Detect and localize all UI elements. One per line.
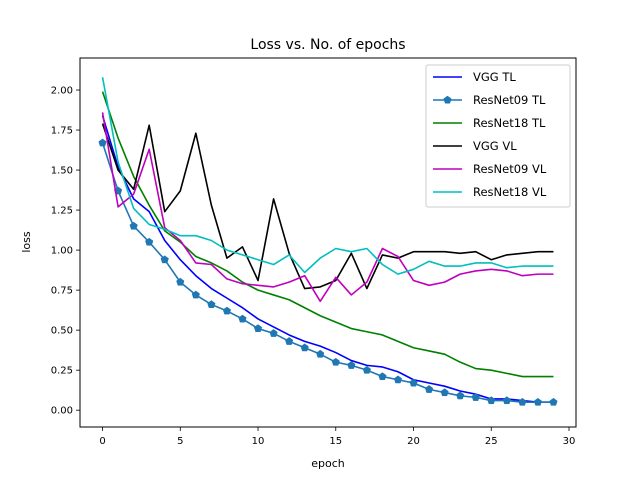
y-tick-label: 0.25: [51, 366, 73, 377]
legend: VGG TL ResNet09 TL ResNet18 TL VGG VL ResNet…: [425, 64, 571, 208]
y-tick-label: 2.00: [51, 86, 73, 97]
data-point-resnet09-tl: [487, 396, 496, 405]
y-tick-label: 0.00: [51, 406, 73, 417]
x-tick-label: 0: [99, 436, 105, 447]
series-group: [98, 77, 558, 406]
y-axis-title: loss: [20, 231, 33, 253]
y-tick-label: 0.50: [51, 326, 73, 337]
data-point-resnet09-tl: [160, 255, 169, 264]
x-axis-title: epoch: [311, 457, 345, 470]
legend-label-resnet09-tl: ResNet09 TL: [473, 93, 546, 107]
x-tick-label: 5: [177, 436, 183, 447]
series-line-resnet18-tl: [101, 91, 554, 378]
y-tick-label: 1.00: [51, 246, 73, 257]
y-tick-label: 0.75: [51, 286, 73, 297]
y-tick-label: 1.25: [51, 206, 73, 217]
legend-label-resnet09-vl: ResNet09 VL: [473, 162, 547, 176]
data-point-resnet09-tl: [440, 388, 449, 397]
data-point-resnet09-tl: [269, 329, 278, 337]
data-point-resnet09-tl: [285, 337, 294, 345]
data-point-resnet09-tl: [238, 314, 247, 323]
y-tick-label: 1.75: [51, 126, 73, 137]
data-point-resnet09-tl: [471, 393, 480, 401]
data-point-resnet09-tl: [176, 277, 185, 286]
series-line-resnet09-vl: [101, 112, 554, 303]
legend-label-resnet18-vl: ResNet18 VL: [473, 185, 547, 199]
data-point-resnet09-tl: [316, 349, 325, 358]
data-point-resnet09-tl: [393, 375, 403, 384]
plot-frame: [79, 57, 577, 428]
data-point-resnet09-tl: [129, 221, 138, 230]
data-point-resnet09-tl: [191, 290, 200, 299]
data-point-resnet09-tl: [424, 385, 434, 393]
x-tick-label: 10: [252, 436, 265, 447]
legend-label-vgg-vl: VGG VL: [473, 139, 517, 153]
x-tick-label: 20: [407, 436, 420, 447]
data-point-resnet09-tl: [533, 397, 543, 406]
data-point-resnet09-tl: [362, 365, 371, 374]
data-point-resnet09-tl: [456, 391, 465, 400]
x-tick-label: 15: [329, 436, 342, 447]
legend-label-resnet18-tl: ResNet18 TL: [473, 116, 546, 130]
data-point-resnet09-tl: [207, 300, 216, 309]
series-line-vgg-vl: [101, 123, 554, 290]
data-point-resnet09-tl: [331, 357, 340, 366]
data-point-resnet09-tl: [378, 372, 387, 381]
legend-marker-resnet09-tl: [443, 95, 452, 104]
data-point-resnet09-tl: [145, 237, 154, 246]
x-tick-label: 30: [563, 436, 576, 447]
data-point-resnet09-tl: [253, 324, 263, 333]
data-point-resnet09-tl: [409, 378, 418, 387]
data-point-resnet09-tl: [518, 397, 527, 406]
data-point-resnet09-tl: [502, 396, 511, 405]
legend-label-vgg-tl: VGG TL: [473, 70, 516, 84]
y-tick-label: 1.50: [51, 166, 73, 177]
chart-title: Loss vs. No. of epochs: [250, 37, 405, 53]
plot-area: 0 5 10 15 20 25 30 0.00 0.25 0.50 0.75 1.00 1.25 1.50…: [51, 57, 577, 447]
series-line-resnet18-vl: [101, 77, 554, 275]
data-point-resnet09-tl: [98, 138, 107, 147]
x-tick-label: 25: [485, 436, 498, 447]
data-point-resnet09-tl: [222, 306, 232, 315]
data-point-resnet09-tl: [300, 343, 309, 352]
data-point-resnet09-tl: [549, 397, 558, 406]
data-point-resnet09-tl: [347, 361, 356, 369]
